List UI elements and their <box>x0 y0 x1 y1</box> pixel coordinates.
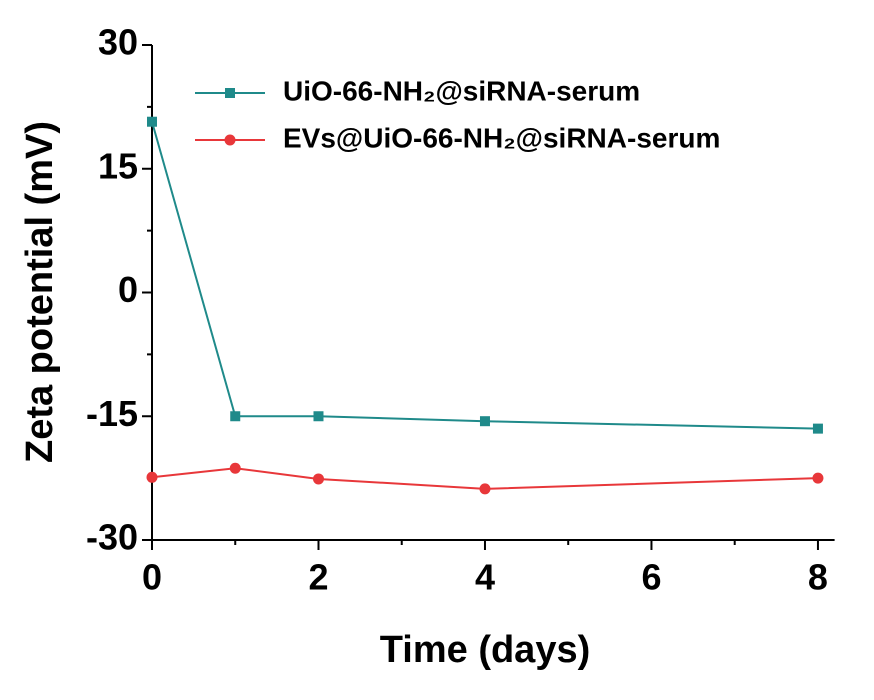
y-tick-label: 15 <box>98 145 138 186</box>
y-tick-label: 0 <box>118 269 138 310</box>
legend-marker <box>225 88 235 98</box>
data-point <box>312 473 324 485</box>
legend-label: EVs@UiO-66-NH₂@siRNA-serum <box>283 122 720 153</box>
data-point <box>812 423 823 434</box>
x-tick-label: 6 <box>641 557 661 598</box>
x-tick-label: 4 <box>475 557 495 598</box>
data-point <box>230 411 241 422</box>
data-point <box>479 416 490 427</box>
data-point <box>479 483 491 495</box>
x-tick-label: 8 <box>808 557 828 598</box>
data-point <box>313 411 324 422</box>
legend-marker <box>224 134 236 146</box>
x-tick-label: 0 <box>142 557 162 598</box>
x-tick-label: 2 <box>308 557 328 598</box>
data-point <box>147 116 157 127</box>
legend-label: UiO-66-NH₂@siRNA-serum <box>283 75 640 106</box>
y-axis-title: Zeta potential (mV) <box>19 121 61 463</box>
y-tick-label: -15 <box>86 393 138 434</box>
data-point <box>812 472 824 484</box>
y-tick-label: 30 <box>98 22 138 63</box>
series-line <box>151 121 818 430</box>
y-tick-label: -30 <box>86 517 138 558</box>
data-point <box>146 471 158 483</box>
data-point <box>229 462 241 474</box>
x-axis-title: Time (days) <box>380 629 590 671</box>
